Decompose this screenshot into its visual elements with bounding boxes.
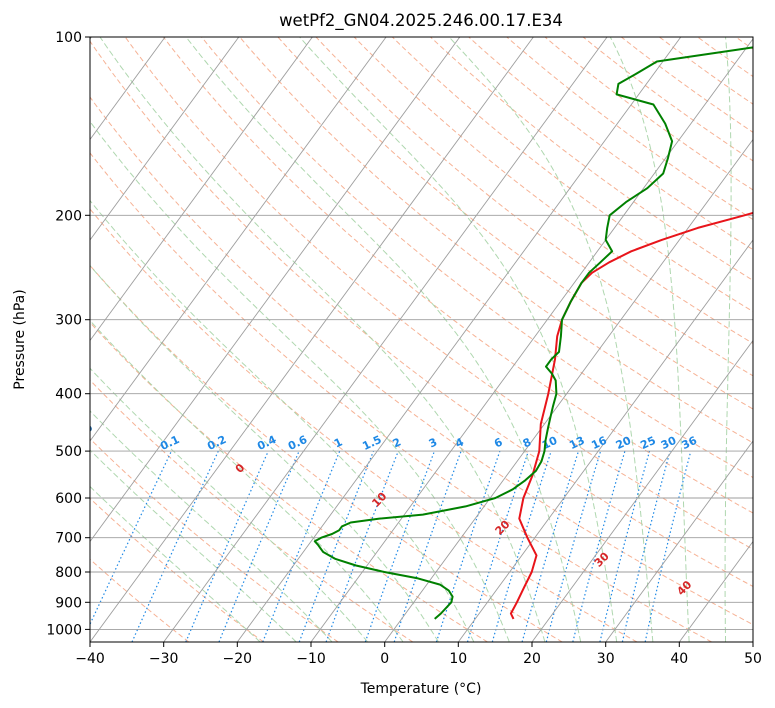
mixing-ratio-line [491, 450, 552, 642]
moist-adiabat-line [90, 264, 439, 642]
mixing-ratio-line [298, 450, 375, 642]
mixing-ratio-label: 20 [614, 434, 634, 452]
y-axis-label: Pressure (hPa) [12, 289, 28, 389]
isotherm-line [457, 239, 753, 642]
mixing-ratio-line [364, 450, 436, 642]
dry-adiabat-line [90, 208, 638, 642]
y-axis-ticks: 1000 900 800 700 600 500 400 300 200 100 [46, 30, 90, 638]
dry-adiabat-line [90, 152, 712, 642]
mixing-ratio-line [435, 450, 501, 642]
mixing-ratio-line [466, 450, 530, 642]
isotherm-line [310, 38, 753, 642]
y-tick-label: 200 [55, 208, 82, 224]
y-tick-label: 600 [55, 491, 82, 507]
mixing-ratio-label: 30 [659, 434, 679, 452]
moist-adiabat-line [99, 37, 546, 642]
moist-adiabats [90, 37, 732, 642]
mixing-ratio-lines [90, 450, 692, 642]
moist-adiabat-line [90, 410, 333, 642]
isotherm-line [531, 339, 753, 642]
x-tick-label: −40 [75, 651, 105, 667]
x-axis-label: Temperature (°C) [360, 681, 482, 697]
dry-adiabat-line [277, 37, 753, 410]
isotherm-line [90, 37, 240, 241]
dry-adiabat-label: -10 [72, 421, 95, 444]
mixing-ratio-line [325, 450, 399, 642]
mixing-ratio-label: 13 [567, 434, 586, 452]
isotherm-line [163, 37, 608, 642]
x-axis-ticks: −40 −30 −20 −10 0 10 20 30 40 50 [75, 642, 762, 667]
isotherm-line [236, 37, 682, 642]
dry-adiabat-line [163, 37, 753, 514]
mixing-ratio-line [599, 450, 651, 642]
dry-adiabat-line [90, 96, 753, 626]
y-tick-label: 300 [55, 313, 82, 329]
moist-adiabat-line [724, 37, 732, 642]
chart-title: wetPf2_GN04.2025.246.00.17.E34 [279, 11, 563, 31]
dry-adiabat-line [90, 40, 753, 588]
profile-series [313, 46, 753, 620]
mixing-ratio-line [262, 450, 341, 642]
x-tick-label: 30 [597, 651, 615, 667]
y-tick-label: 800 [55, 565, 82, 581]
mixing-ratio-line [572, 450, 626, 642]
dry-adiabat-line [315, 37, 753, 377]
moist-adiabat-line [90, 319, 404, 642]
y-tick-label: 100 [55, 30, 82, 46]
y-tick-label: 700 [55, 531, 82, 547]
plot-area: 0.10.20.40.611.52346810131620253036-100-… [72, 37, 753, 642]
y-tick-label: 1000 [46, 622, 82, 638]
moist-adiabat-line [90, 485, 261, 642]
dry-adiabat-line [124, 37, 753, 550]
temperature-profile-line [509, 211, 753, 620]
y-tick-label: 400 [55, 387, 82, 403]
x-tick-label: 40 [670, 651, 688, 667]
dewpoint-profile-line [313, 46, 753, 620]
mixing-ratio-line [521, 450, 580, 642]
isotherm-line [90, 37, 166, 141]
y-tick-label: 500 [55, 444, 82, 460]
moist-adiabat-line [609, 37, 690, 642]
isotherm-line [90, 37, 387, 442]
x-tick-label: −30 [149, 651, 179, 667]
mixing-ratio-label: 36 [680, 434, 700, 452]
plot-frame [89, 36, 754, 643]
x-tick-label: 10 [449, 651, 467, 667]
isotherm-line [90, 37, 313, 342]
x-tick-label: 20 [523, 651, 541, 667]
adiabat-labels: 0.10.20.40.611.52346810131620253036-100-… [72, 421, 700, 598]
mixing-ratio-label: 16 [589, 434, 609, 452]
isotherm-line [605, 440, 753, 642]
dry-adiabat-line [90, 264, 563, 642]
moist-adiabat-line [448, 37, 654, 642]
x-tick-label: −10 [296, 651, 326, 667]
x-tick-label: 50 [744, 651, 762, 667]
mixing-ratio-line [185, 450, 269, 642]
dry-adiabat-line [90, 558, 190, 642]
moist-adiabat-line [90, 120, 510, 642]
dry-adiabats [90, 37, 753, 642]
isotherm-line [384, 138, 753, 642]
mixing-ratio-line [621, 450, 671, 642]
x-tick-label: −20 [223, 651, 253, 667]
y-tick-label: 900 [55, 595, 82, 611]
isobars [90, 37, 753, 630]
moist-adiabat-line [90, 367, 368, 642]
x-tick-label: 0 [380, 651, 389, 667]
mixing-ratio-line [545, 450, 602, 642]
moist-adiabat-line [90, 449, 297, 642]
mixing-ratio-label: 25 [638, 434, 657, 452]
dry-adiabat-line [201, 37, 753, 479]
isotherm-line [90, 37, 534, 642]
mixing-ratio-line [218, 450, 300, 642]
